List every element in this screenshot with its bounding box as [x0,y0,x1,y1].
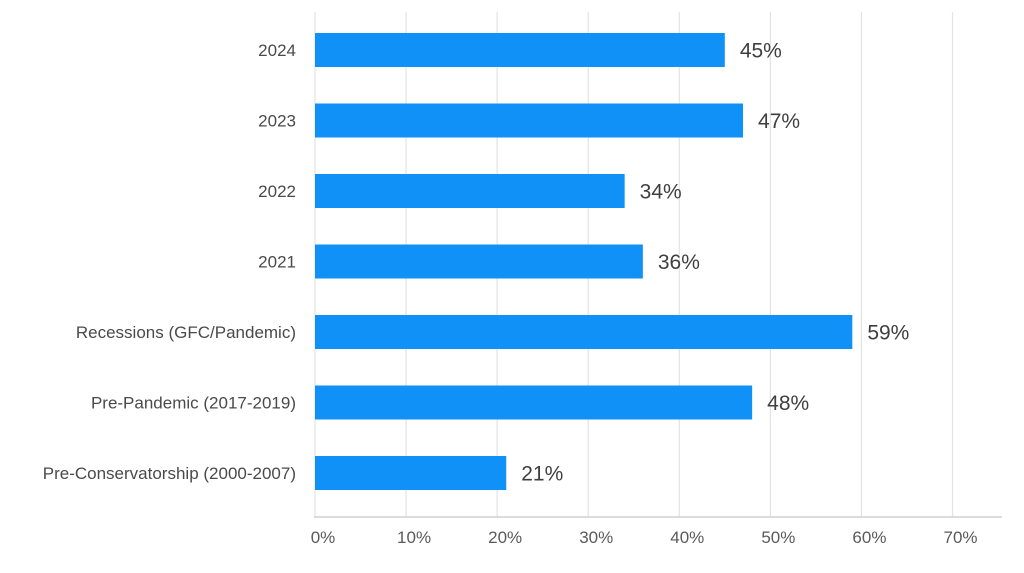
data-label: 36% [658,251,700,274]
category-label: Pre-Conservatorship (2000-2007) [43,464,296,483]
category-label: 2024 [258,41,296,60]
bar-6 [315,456,507,490]
data-label: 21% [521,463,563,486]
x-tick-label: 0% [311,528,336,547]
bar-2 [315,174,625,208]
bars [315,33,853,490]
category-label: 2023 [258,112,296,131]
category-label: Recessions (GFC/Pandemic) [76,323,296,342]
bar-5 [315,385,753,420]
x-tick-label: 70% [943,528,977,547]
bar-3 [315,244,643,279]
category-label: Pre-Pandemic (2017-2019) [91,394,296,413]
x-tick-label: 60% [852,528,886,547]
data-label: 59% [867,322,909,345]
labels: 0% 10% 20% 30% 40% 50% 60% 70% 2024 45% 2023 47% 202… [43,40,978,548]
data-label: 47% [758,110,800,133]
x-tick-label: 40% [670,528,704,547]
bar-1 [315,103,744,138]
category-label: 2022 [258,182,296,201]
bar-0 [315,33,725,67]
x-tick-label: 20% [488,528,522,547]
data-label: 45% [740,40,782,63]
data-label: 34% [640,181,682,204]
data-label: 48% [767,392,809,415]
bar-4 [315,315,853,349]
x-tick-label: 30% [579,528,613,547]
category-label: 2021 [258,253,296,272]
x-tick-label: 50% [761,528,795,547]
x-tick-label: 10% [397,528,431,547]
